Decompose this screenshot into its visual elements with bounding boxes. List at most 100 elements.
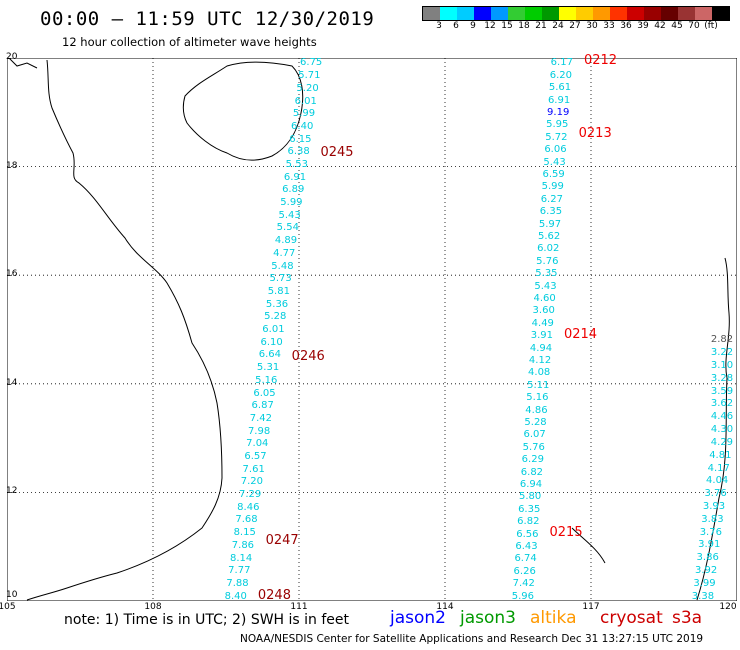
- wave-height-value: 5.97: [538, 218, 562, 230]
- wave-height-value: 4.86: [525, 404, 548, 416]
- colorbar-labels: 3 6 9 12 15 18 21 24 27 30 33 36 39 42 45 70 (ft): [422, 21, 740, 33]
- latitude-tick: 10: [6, 590, 18, 600]
- wave-height-value: 3.38: [691, 590, 715, 602]
- wave-height-value: 5.76: [522, 441, 545, 453]
- wave-height-value: 9.19: [547, 107, 570, 119]
- wave-height-value: 5.76: [536, 255, 559, 267]
- colorbar-label: 42: [654, 21, 666, 31]
- colorbar-label: 21: [535, 21, 547, 31]
- wave-height-value: 6.15: [289, 133, 312, 145]
- wave-height-value: 8.46: [237, 501, 260, 513]
- longitude-tick: 108: [144, 602, 162, 612]
- wave-height-value: 7.20: [240, 476, 264, 488]
- wave-height-value: 3.92: [694, 565, 718, 577]
- wave-height-value: 6.82: [520, 466, 544, 478]
- vietnam-coastline: [26, 59, 223, 601]
- pass-time-label: 0213: [578, 126, 612, 142]
- colorbar-label: 9: [470, 21, 476, 31]
- wave-height-value: 7.68: [235, 514, 258, 526]
- wave-height-value: 6.06: [544, 144, 567, 156]
- wave-height-value: 6.64: [258, 349, 281, 361]
- wave-height-value: 6.94: [519, 479, 543, 491]
- wave-height-value: 7.86: [231, 539, 255, 551]
- wave-height-value: 6.91: [547, 94, 571, 106]
- colorbar-swatch: [661, 7, 678, 20]
- wave-height-value: 6.20: [549, 69, 573, 81]
- colorbar-swatch: [644, 7, 661, 20]
- colorbar-swatch: [576, 7, 593, 20]
- pass-time-label: 0215: [549, 525, 583, 541]
- wave-height-value: 6.82: [517, 516, 540, 528]
- colorbar-swatch: [474, 7, 491, 20]
- wave-height-value: 5.99: [292, 108, 316, 120]
- wave-height-value: 8.15: [233, 527, 256, 539]
- pass-time-label: 0212: [583, 52, 618, 68]
- longitude-tick: 120: [719, 602, 737, 612]
- wave-height-value: 5.96: [511, 590, 534, 602]
- wave-height-colorbar: [422, 6, 730, 21]
- wave-height-value: 3.76: [699, 526, 722, 538]
- credit-line: NOAA/NESDIS Center for Satellite Applica…: [240, 633, 704, 645]
- longitude-tick: 111: [290, 602, 308, 612]
- wave-height-value: 6.87: [251, 400, 274, 412]
- wave-height-value: 6.40: [291, 120, 314, 132]
- pass-time-label: 0214: [563, 326, 598, 342]
- colorbar-label: (ft): [704, 21, 718, 31]
- wave-height-value: 5.36: [265, 298, 289, 310]
- altimeter-map: [7, 58, 737, 601]
- colorbar-label: 12: [484, 21, 496, 31]
- colorbar-label: 45: [671, 21, 683, 31]
- colorbar-swatch: [610, 7, 627, 20]
- latitude-tick: 16: [6, 269, 18, 280]
- wave-height-value: 6.56: [516, 528, 539, 540]
- wave-height-value: 5.35: [535, 268, 558, 280]
- wave-height-value: 5.11: [527, 379, 550, 391]
- colorbar-swatch: [627, 7, 644, 20]
- latitude-tick: 14: [6, 377, 18, 388]
- page-title: 00:00 – 11:59 UTC 12/30/2019: [40, 8, 375, 30]
- wave-height-value: 4.77: [273, 247, 296, 259]
- wave-height-value: 3.76: [704, 488, 727, 500]
- colorbar-label: 6: [453, 21, 459, 31]
- latitude-tick: 18: [6, 160, 18, 171]
- colorbar-swatch: [440, 7, 457, 20]
- wave-height-value: 7.42: [249, 412, 273, 424]
- wave-height-value: 5.16: [526, 392, 549, 404]
- wave-height-value: 3.86: [696, 552, 719, 564]
- map-frame: [7, 58, 737, 601]
- wave-height-value: 5.62: [537, 231, 561, 243]
- colorbar-swatch: [695, 7, 712, 20]
- mission-cryosat: cryosat: [600, 608, 663, 628]
- wave-height-value: 7.77: [228, 565, 251, 577]
- wave-height-value: 3.83: [701, 513, 724, 525]
- wave-height-value: 8.40: [224, 590, 247, 602]
- colorbar-swatch: [491, 7, 508, 20]
- wave-height-value: 5.43: [543, 156, 566, 168]
- colorbar-label: 30: [586, 21, 598, 31]
- wave-height-value: 7.29: [238, 489, 262, 501]
- page-subtitle: 12 hour collection of altimeter wave hei…: [62, 35, 317, 49]
- wave-height-value: 5.43: [534, 280, 557, 292]
- colorbar-label: 70: [688, 21, 700, 31]
- wave-height-value: 6.35: [539, 206, 563, 218]
- hainan-coastline: [182, 61, 304, 161]
- longitude-tick: 114: [436, 602, 454, 612]
- wave-height-value: 6.59: [542, 169, 565, 181]
- colorbar-label: 15: [501, 21, 513, 31]
- wave-height-value: 5.48: [271, 260, 294, 272]
- wave-height-value: 3.91: [698, 539, 721, 551]
- wave-height-value: 5.28: [524, 417, 547, 429]
- colorbar-label: 18: [518, 21, 530, 31]
- wave-height-value: 7.04: [246, 438, 269, 450]
- footnote: note: 1) Time is in UTC; 2) SWH is in fe…: [64, 612, 350, 628]
- wave-height-value: 5.73: [269, 273, 292, 285]
- wave-height-value: 6.74: [514, 553, 537, 565]
- colorbar-swatch: [457, 7, 474, 20]
- wave-height-value: 6.02: [537, 243, 560, 255]
- wave-height-value: 5.31: [256, 362, 280, 374]
- wave-height-value: 5.43: [278, 209, 301, 221]
- wave-height-value: 6.05: [253, 387, 276, 399]
- wave-height-value: 3.22: [710, 347, 734, 359]
- wave-height-value: 5.61: [548, 82, 572, 94]
- colorbar-swatch: [508, 7, 525, 20]
